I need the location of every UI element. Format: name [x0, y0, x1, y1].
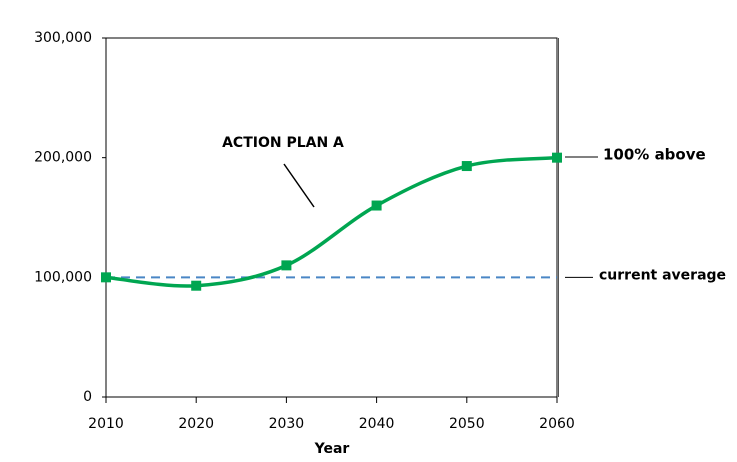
- x-tick-label: 2020: [178, 416, 214, 432]
- marker: [191, 280, 202, 291]
- y-tick-label: 100,000: [34, 269, 92, 285]
- x-tick-label: 2010: [88, 416, 124, 432]
- x-tick-label: 2040: [359, 416, 395, 432]
- series-line: [105, 155, 558, 288]
- y-tick-label: 200,000: [34, 150, 92, 166]
- x-tick-label: 2050: [449, 416, 485, 432]
- x-tick-label: 2030: [269, 416, 305, 432]
- marker: [461, 161, 472, 172]
- reference-label: current average: [599, 267, 726, 283]
- y-tick-label: 0: [83, 389, 92, 405]
- x-axis-label: Year: [314, 441, 350, 457]
- marker: [281, 260, 292, 271]
- series-label-pointer: [283, 163, 315, 208]
- annotation: 100% above: [603, 146, 706, 164]
- marker: [552, 152, 562, 163]
- plot-frame: [105, 37, 558, 398]
- series-label: ACTION PLAN A: [222, 135, 344, 151]
- x-tick-label: 2060: [539, 416, 575, 432]
- y-tick-label: 300,000: [34, 30, 92, 46]
- marker: [101, 272, 111, 283]
- marker: [371, 200, 382, 211]
